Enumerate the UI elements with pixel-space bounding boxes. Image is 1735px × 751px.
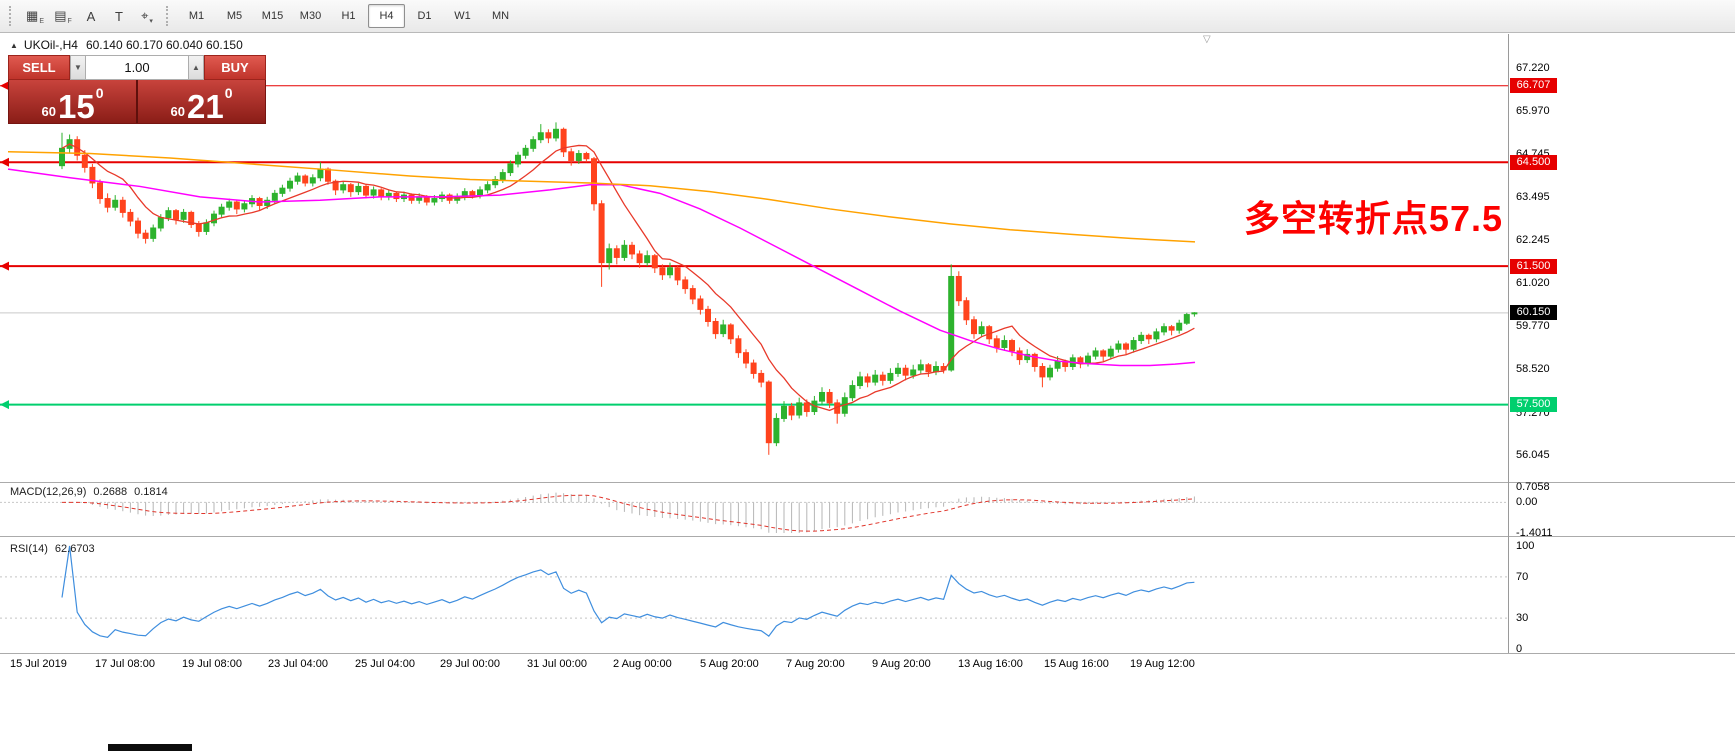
price-tick: 62.245 [1516,234,1550,247]
timeframe-button-D1[interactable]: D1 [417,10,432,22]
rsi-tick: 100 [1516,540,1535,552]
one-click-collapse-icon[interactable]: ▲ [10,40,18,50]
time-tick: 31 Jul 00:00 [527,658,587,670]
macd-tick: -1.4011 [1516,527,1553,539]
timeframe-button-H4[interactable]: H4 [368,4,405,28]
sell-price-pips: 15 [57,87,95,125]
caret-up-icon: ▲ [192,63,200,72]
buy-price-major: 60 [170,104,185,120]
price-badge: 57.500 [1510,397,1557,413]
price-tick: 58.520 [1516,363,1550,376]
time-tick: 19 Aug 12:00 [1130,658,1195,670]
sell-price-point: 0 [95,85,104,101]
buy-price-point: 0 [224,85,233,101]
time-tick: 7 Aug 20:00 [786,658,845,670]
price-badge: 66.707 [1510,78,1557,94]
timeframe-button-W1[interactable]: W1 [454,10,471,22]
buy-price-panel[interactable]: 60 21 0 [138,80,265,123]
caret-down-icon: ▼ [74,63,82,72]
time-tick: 17 Jul 08:00 [95,658,155,670]
macd-tick: 0.7058 [1516,481,1550,493]
rsi-tick: 0 [1516,643,1523,655]
label-a-icon[interactable]: A [86,8,96,24]
macd-plot [0,492,1508,533]
ohlc-label: 60.140 60.170 60.040 60.150 [85,38,243,52]
macd-name: MACD(12,26,9) [10,486,87,498]
sell-button[interactable]: SELL [8,55,70,80]
timeframe-button-M15[interactable]: M15 [261,10,284,22]
timeframe-button-M30[interactable]: M30 [299,10,322,22]
toolbar-grip[interactable] [166,6,173,26]
price-tick: 65.970 [1516,105,1550,118]
toolbar-icons: ▦ E ▤ F A T ⌖ ▾ [21,3,161,29]
volume-decrease-button[interactable]: ▼ [70,55,86,80]
timeframe-button-M5[interactable]: M5 [226,10,243,22]
rsi-value: 62.6703 [54,543,95,555]
price-tick: 61.020 [1516,276,1550,289]
macd-label: MACD(12,26,9) 0.2688 0.1814 [10,486,168,498]
rsi-tick: 30 [1516,612,1529,625]
time-tick: 25 Jul 04:00 [355,658,415,670]
one-click-trading-panel: SELL ▼ ▲ BUY 60 15 0 60 21 0 [8,55,266,124]
ma-lines [7,143,1196,412]
level-lines [0,81,1508,410]
chart-annotation: 多空转折点57.5 [1243,198,1503,239]
bottom-bar-fragment [108,744,192,751]
price-badge: 61.500 [1510,258,1557,274]
trade-panel-controls: SELL ▼ ▲ BUY [8,55,266,80]
symbol-label: UKOil-,H4 [23,38,78,52]
time-tick: 19 Jul 08:00 [182,658,242,670]
time-tick: 23 Jul 04:00 [268,658,328,670]
crosshair-tool-icon[interactable]: ⌖ ▾ [141,8,153,25]
volume-input[interactable] [86,55,188,80]
panel-frame [0,34,1735,654]
time-tick: 13 Aug 16:00 [958,658,1023,670]
rsi-plot [0,545,1508,638]
time-tick: 5 Aug 20:00 [700,658,759,670]
time-tick: 29 Jul 00:00 [440,658,500,670]
sell-price-panel[interactable]: 60 15 0 [9,80,138,123]
buy-price-pips: 21 [186,87,224,125]
timeframe-button-MN[interactable]: MN [491,10,510,22]
chart-header: ▲ UKOil-,H4 60.140 60.170 60.040 60.150 [10,38,243,52]
price-badge: 64.500 [1510,154,1557,170]
chart-shift-marker[interactable]: ▽ [1203,34,1211,45]
timeframe-toolbar: M1 M5 M15 M30 H1 H4 D1 W1 MN [178,4,520,28]
timeframe-button-M1[interactable]: M1 [188,10,205,22]
rsi-name: RSI(14) [10,543,48,555]
price-tick: 67.220 [1516,62,1550,74]
rsi-tick: 70 [1516,570,1529,583]
grid-f-icon[interactable]: ▤ F [54,8,72,25]
chart-e-icon[interactable]: ▦ E [26,8,44,25]
timeframe-button-H1[interactable]: H1 [341,10,356,22]
buy-button[interactable]: BUY [204,55,266,80]
macd-main-value: 0.2688 [93,486,128,498]
sell-price-major: 60 [41,104,56,120]
time-tick: 15 Jul 2019 [10,658,67,670]
time-tick: 2 Aug 00:00 [613,658,672,670]
rsi-label: RSI(14) 62.6703 [10,543,95,555]
volume-increase-button[interactable]: ▲ [188,55,204,80]
macd-signal-value: 0.1814 [134,486,168,498]
price-tick: 63.495 [1516,190,1550,203]
trade-panel-prices: 60 15 0 60 21 0 [8,80,266,124]
time-tick: 15 Aug 16:00 [1044,658,1109,670]
price-badge: 60.150 [1510,305,1557,321]
text-t-icon[interactable]: T [115,8,123,24]
price-tick: 56.045 [1516,448,1550,461]
time-tick: 9 Aug 20:00 [872,658,931,670]
toolbar: ▦ E ▤ F A T ⌖ ▾ M1 M5 M15 M30 H1 H4 D1 W1 MN [0,0,1735,33]
toolbar-grip[interactable] [9,6,16,26]
macd-tick: 0.00 [1516,496,1538,509]
price-tick: 59.770 [1516,319,1550,332]
